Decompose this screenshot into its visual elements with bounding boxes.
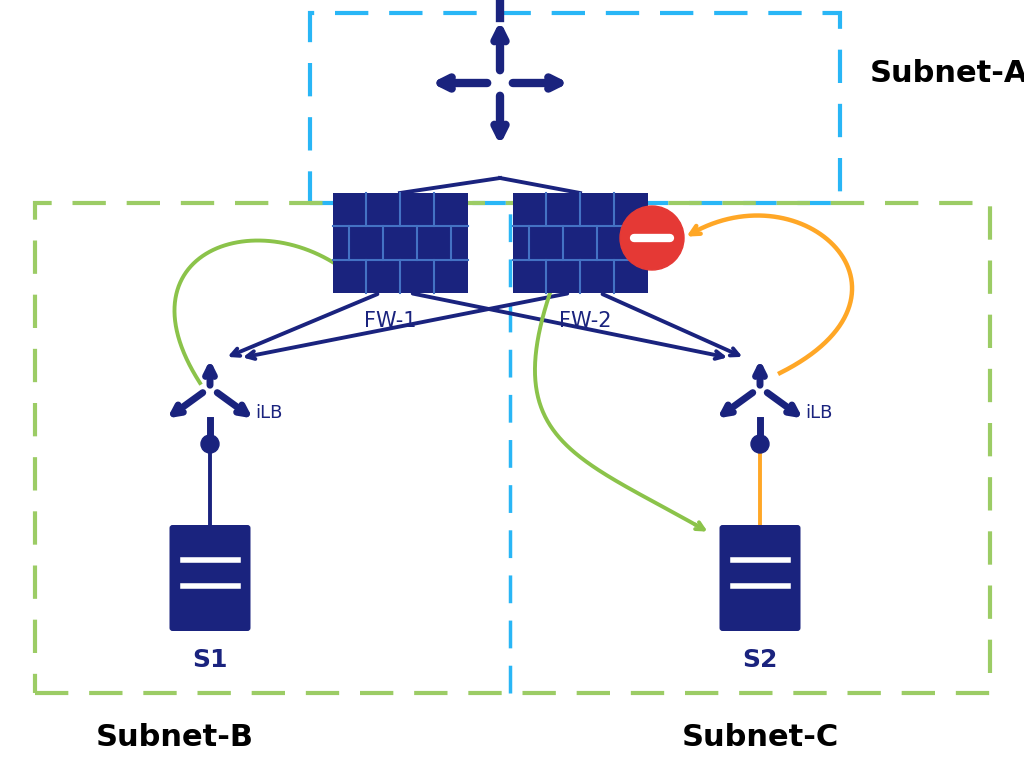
Circle shape (620, 206, 684, 270)
Polygon shape (512, 193, 647, 293)
Text: Subnet-B: Subnet-B (96, 724, 254, 752)
Circle shape (201, 435, 219, 453)
Text: FW-1: FW-1 (364, 311, 416, 331)
Circle shape (751, 435, 769, 453)
Text: Subnet-A: Subnet-A (870, 59, 1024, 87)
FancyBboxPatch shape (720, 525, 801, 631)
Text: FW-2: FW-2 (559, 311, 611, 331)
Polygon shape (333, 193, 468, 293)
Text: iLB: iLB (805, 404, 833, 422)
Text: S1: S1 (193, 648, 227, 672)
FancyBboxPatch shape (170, 525, 251, 631)
Text: Subnet-C: Subnet-C (681, 724, 839, 752)
Text: iLB: iLB (255, 404, 283, 422)
Text: S2: S2 (742, 648, 777, 672)
